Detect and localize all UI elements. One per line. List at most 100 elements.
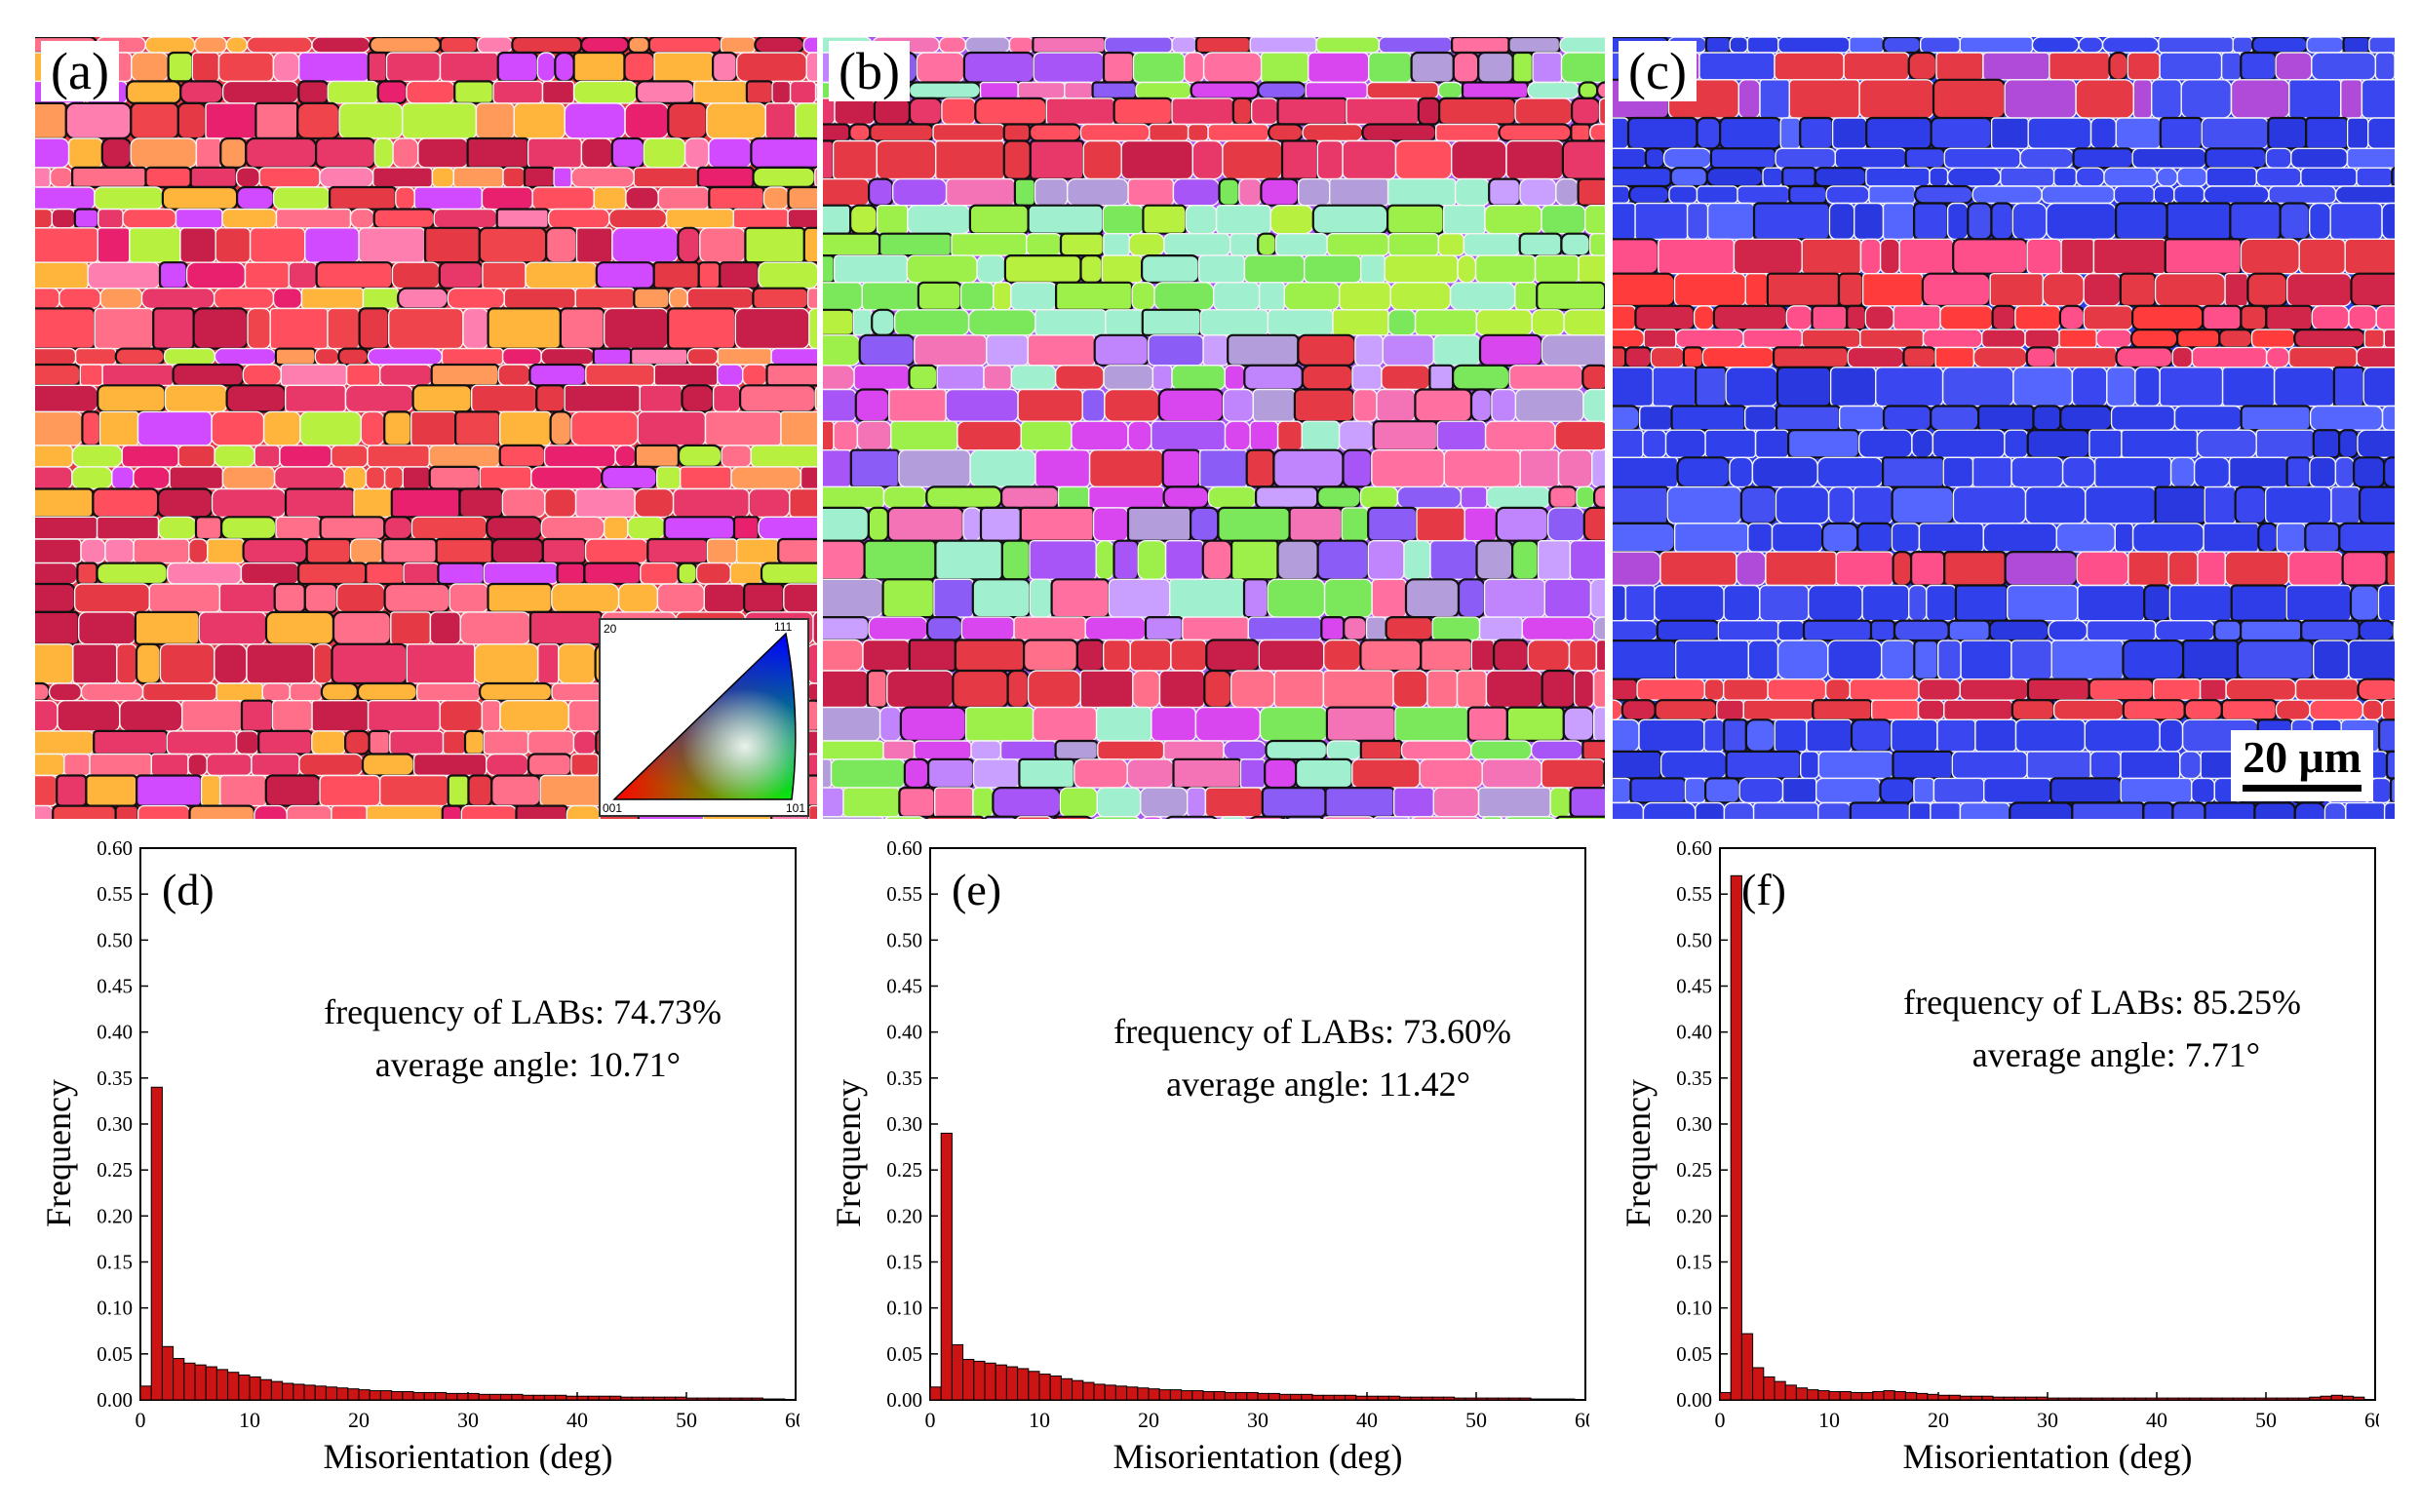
grain: [1911, 429, 1933, 459]
grain: [515, 804, 568, 819]
grain: [1959, 678, 2029, 701]
grain: [917, 281, 962, 311]
grain: [388, 307, 464, 350]
grain: [1541, 204, 1586, 235]
grain: [478, 226, 548, 264]
grain: [1010, 365, 1057, 391]
grain: [680, 466, 732, 490]
grain: [369, 37, 442, 55]
grain: [924, 815, 985, 819]
histogram-bar: [1005, 1366, 1019, 1401]
grain: [1703, 678, 1725, 701]
grain: [1634, 304, 1696, 331]
grain: [1629, 777, 1687, 804]
grain: [2110, 405, 2176, 431]
histogram-bar: [1049, 1375, 1062, 1401]
grain: [430, 363, 500, 387]
grain: [372, 167, 434, 188]
histogram-bar: [2210, 1397, 2223, 1401]
grain: [76, 562, 98, 586]
grain: [1943, 550, 2007, 587]
grain: [1095, 706, 1152, 742]
grain: [848, 123, 872, 142]
grain: [554, 51, 575, 83]
grain: [1743, 405, 1777, 431]
grain: [2368, 37, 2395, 54]
grain: [188, 804, 255, 819]
grain: [1613, 777, 1632, 804]
histogram-bar: [1038, 1374, 1051, 1401]
grain: [1351, 365, 1383, 391]
grain: [35, 384, 98, 413]
grain: [2115, 346, 2174, 368]
histogram-bar: [1072, 1379, 1084, 1401]
grain: [823, 204, 852, 235]
grain: [2369, 777, 2392, 804]
grain: [1543, 578, 1592, 618]
histogram-bar: [1740, 1333, 1754, 1401]
grain: [2294, 678, 2360, 701]
grain: [672, 487, 750, 519]
y-tick-label: 0.40: [1676, 1021, 1712, 1044]
histogram-bar: [2330, 1394, 2343, 1401]
grain: [1202, 334, 1229, 367]
grain: [1267, 578, 1326, 618]
grain: [1265, 739, 1329, 761]
grain: [220, 516, 278, 541]
grain: [1142, 204, 1188, 235]
grain: [1452, 51, 1480, 84]
grain: [1705, 167, 1765, 188]
grain: [2304, 522, 2341, 554]
grain: [1103, 232, 1130, 256]
grain: [1316, 485, 1362, 509]
grain: [2078, 37, 2104, 54]
histogram-bar: [1213, 1391, 1226, 1401]
histogram-bar: [2286, 1397, 2300, 1401]
grain: [2359, 485, 2395, 524]
grain: [656, 583, 706, 613]
grain: [1988, 619, 2050, 642]
grain: [2352, 456, 2386, 488]
grain: [1643, 329, 1677, 349]
grain: [1478, 333, 1543, 367]
grain: [1549, 787, 1572, 818]
grain: [1126, 506, 1192, 542]
grain: [1000, 539, 1032, 581]
grain: [1696, 116, 1722, 150]
y-axis-label: Frequency: [39, 1079, 78, 1227]
grain: [2306, 37, 2345, 54]
grain: [2088, 678, 2155, 702]
grain: [2225, 678, 2297, 701]
grain: [2088, 429, 2123, 459]
grain: [2255, 429, 2315, 459]
grain: [254, 445, 281, 468]
grain: [1788, 79, 1860, 119]
grain: [608, 208, 668, 229]
grain: [1443, 449, 1521, 488]
grain: [1302, 123, 1364, 142]
grain: [2181, 639, 2240, 680]
grain: [225, 384, 287, 413]
grain: [867, 506, 890, 542]
grain: [1071, 420, 1129, 451]
grain: [2083, 272, 2122, 307]
grain: [2026, 429, 2091, 459]
grain: [1704, 37, 1732, 55]
y-tick-label: 0.55: [97, 882, 133, 906]
grain: [1093, 333, 1150, 367]
grain: [1215, 204, 1271, 235]
grain: [1514, 97, 1573, 126]
grain: [439, 52, 499, 83]
grain: [1530, 740, 1584, 760]
grain: [1738, 777, 1784, 804]
grain: [2179, 751, 2202, 780]
grain: [1662, 147, 1712, 169]
grain: [344, 729, 371, 756]
grain: [549, 410, 572, 446]
grain: [1624, 584, 1656, 622]
grain: [1504, 816, 1556, 819]
grain: [2273, 367, 2335, 407]
grain: [1194, 37, 1252, 55]
grain: [194, 516, 223, 541]
grain: [2049, 52, 2111, 81]
